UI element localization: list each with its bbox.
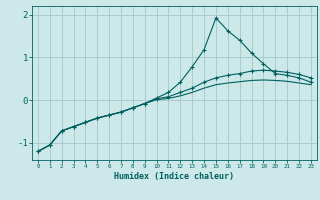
X-axis label: Humidex (Indice chaleur): Humidex (Indice chaleur) [115,172,234,181]
